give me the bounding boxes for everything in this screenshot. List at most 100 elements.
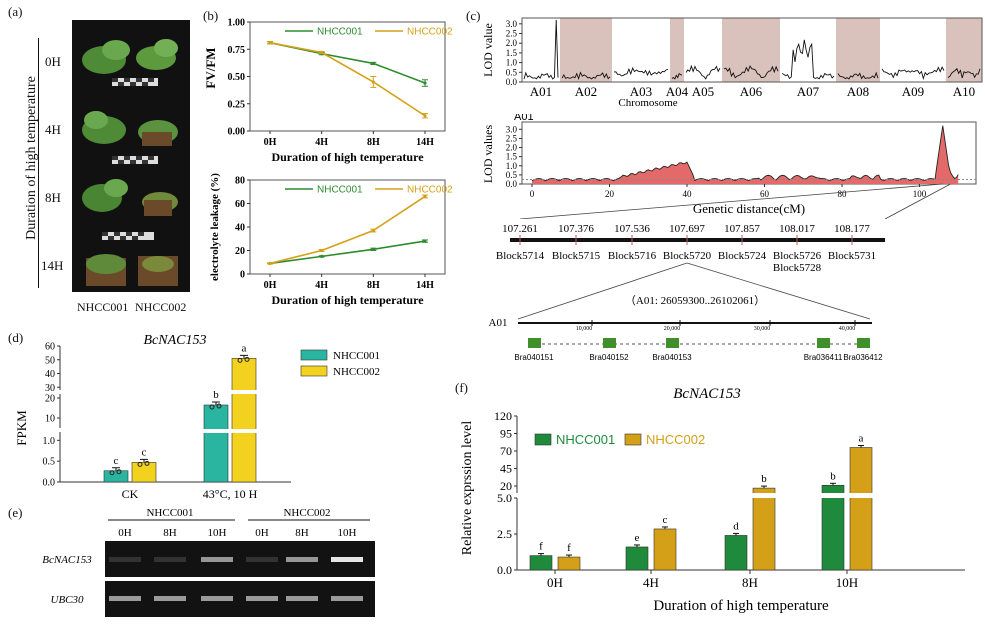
- data-point: [268, 41, 272, 45]
- significance-letter: f: [567, 542, 571, 554]
- marker-position: 108.017: [779, 223, 815, 235]
- replicate-dot: [144, 460, 150, 466]
- y-tick-label: 1.0: [43, 436, 56, 447]
- bar-nhcc001: [203, 404, 229, 483]
- y-tick-label: 50: [45, 355, 55, 366]
- marker-block: Block5731: [828, 250, 876, 262]
- y-tick-label: 0.5: [43, 457, 56, 468]
- marker-block: Block5716: [608, 250, 657, 262]
- a01-title: A01: [514, 114, 534, 123]
- bar-nhcc002: [131, 462, 157, 483]
- gene-box: [666, 338, 679, 348]
- x-tick-label: 60: [760, 189, 770, 199]
- y-tick-label: 45: [500, 462, 512, 476]
- legend-swatch-nhcc002: [624, 433, 642, 446]
- x-tick-label: 0H: [264, 137, 277, 148]
- y-tick-label: 3.0: [506, 124, 518, 134]
- region-chromosome: A01: [489, 317, 508, 329]
- significance-letter: b: [213, 389, 219, 401]
- y-tick-label: 0.75: [228, 45, 246, 56]
- legend-label-nhcc002: NHCC002: [646, 432, 705, 447]
- chromosome-shade: [560, 18, 612, 82]
- plant-row-0h: [82, 39, 178, 86]
- marker-position: 107.857: [724, 223, 760, 235]
- gene-box: [603, 338, 616, 348]
- lod-trace-a05: [685, 64, 721, 80]
- replicate-dot: [244, 356, 250, 362]
- x-tick-label: 0H: [547, 575, 563, 590]
- data-point: [423, 194, 427, 199]
- bar-nhcc002: [231, 358, 257, 483]
- y-tick-label: 5.0: [497, 491, 512, 505]
- y-tick-label: 30: [45, 383, 55, 394]
- x-axis-title: Duration of high temperature: [653, 598, 829, 614]
- legend-label-nhcc002: NHCC002: [333, 366, 380, 378]
- chromosome-label-a06: A06: [740, 84, 763, 99]
- lod-trace-a02: [561, 71, 611, 81]
- gel-band: [201, 557, 233, 562]
- x-tick-label: 100: [913, 189, 927, 199]
- lane-label: 0H: [118, 527, 132, 539]
- zoom-line-right: [686, 262, 871, 320]
- replicate-dot: [116, 469, 122, 475]
- plant-row-8h: [82, 179, 178, 240]
- plant-row-4h: [82, 111, 178, 164]
- x-tick-label: 4H: [643, 575, 659, 590]
- y-tick-label: 1.5: [506, 152, 518, 162]
- marker-position: 107.261: [502, 223, 538, 235]
- gel-band: [286, 596, 318, 601]
- bar-nhcc002: [752, 487, 776, 571]
- x-tick-label: 40: [683, 189, 693, 199]
- lane-label: 8H: [295, 527, 309, 539]
- bp-tick-label: 20,000: [664, 326, 681, 332]
- y-tick-label: 1.0: [506, 161, 518, 171]
- panel-a-label: (a): [8, 4, 23, 19]
- series-line-nhcc001: [269, 240, 426, 265]
- gel-band: [246, 596, 278, 601]
- y-tick-label: 1.00: [228, 18, 246, 29]
- significance-letter: c: [142, 446, 147, 458]
- time-label-4h: 4H: [45, 122, 61, 137]
- data-point: [371, 80, 375, 84]
- series-line-nhcc002: [269, 41, 426, 117]
- chart-fvfm: 0.00 0.25 0.50 0.75 1.00 0H 4H 8H 14H Duration of…: [205, 18, 453, 165]
- legend-swatch-nhcc001: [534, 433, 552, 446]
- lod-line: [531, 125, 959, 182]
- gel-band: [246, 557, 278, 562]
- marker-block: Block5724: [718, 250, 767, 262]
- bar-nhcc001: [821, 485, 845, 571]
- marker-position: 108.177: [834, 223, 870, 235]
- significance-letter: c: [114, 455, 119, 467]
- legend-label-nhcc001: NHCC001: [556, 432, 615, 447]
- marker-block: Block5715: [552, 250, 601, 262]
- y-axis-title: electrolyte leakage (%): [209, 173, 221, 281]
- bp-tick-label: 30,000: [754, 326, 771, 332]
- data-point: [371, 247, 375, 251]
- y-tick-label: 0.5: [506, 170, 518, 180]
- plant-photo-drawing: [82, 39, 178, 286]
- axis-break-gap: [849, 493, 873, 498]
- time-label-14h: 14H: [41, 258, 64, 273]
- marker-block: Block5728: [773, 262, 822, 274]
- gel-band: [331, 596, 363, 601]
- y-tick-label: 2.5: [497, 527, 512, 541]
- y-tick-label: 2.0: [506, 38, 518, 48]
- y-tick-label: 0.50: [228, 72, 246, 83]
- plot-frame: [521, 121, 977, 185]
- gene-label: Bra036411: [804, 353, 843, 362]
- x-tick-label: 0: [530, 189, 535, 199]
- x-tick-label: 80: [838, 189, 848, 199]
- lod-trace-a03: [613, 66, 669, 77]
- y-tick-label: 0.00: [228, 127, 246, 138]
- lane-label: 10H: [208, 527, 227, 539]
- data-point: [320, 50, 324, 55]
- gel-row-ubc30: [105, 581, 375, 617]
- chromosome-shade: [670, 18, 684, 82]
- chromosome-label-a01: A01: [530, 84, 552, 99]
- zoom-line-left: [519, 183, 943, 219]
- gel-image: NHCC001 NHCC002 0H 8H 10H 0H 8H 10H BcNAC153 UBC3…: [42, 507, 375, 617]
- y-axis-title: FV/FM: [205, 47, 218, 88]
- lane-label: 0H: [255, 527, 269, 539]
- panel-b-label: (b): [203, 8, 219, 23]
- marker-block: Block5714: [496, 250, 545, 262]
